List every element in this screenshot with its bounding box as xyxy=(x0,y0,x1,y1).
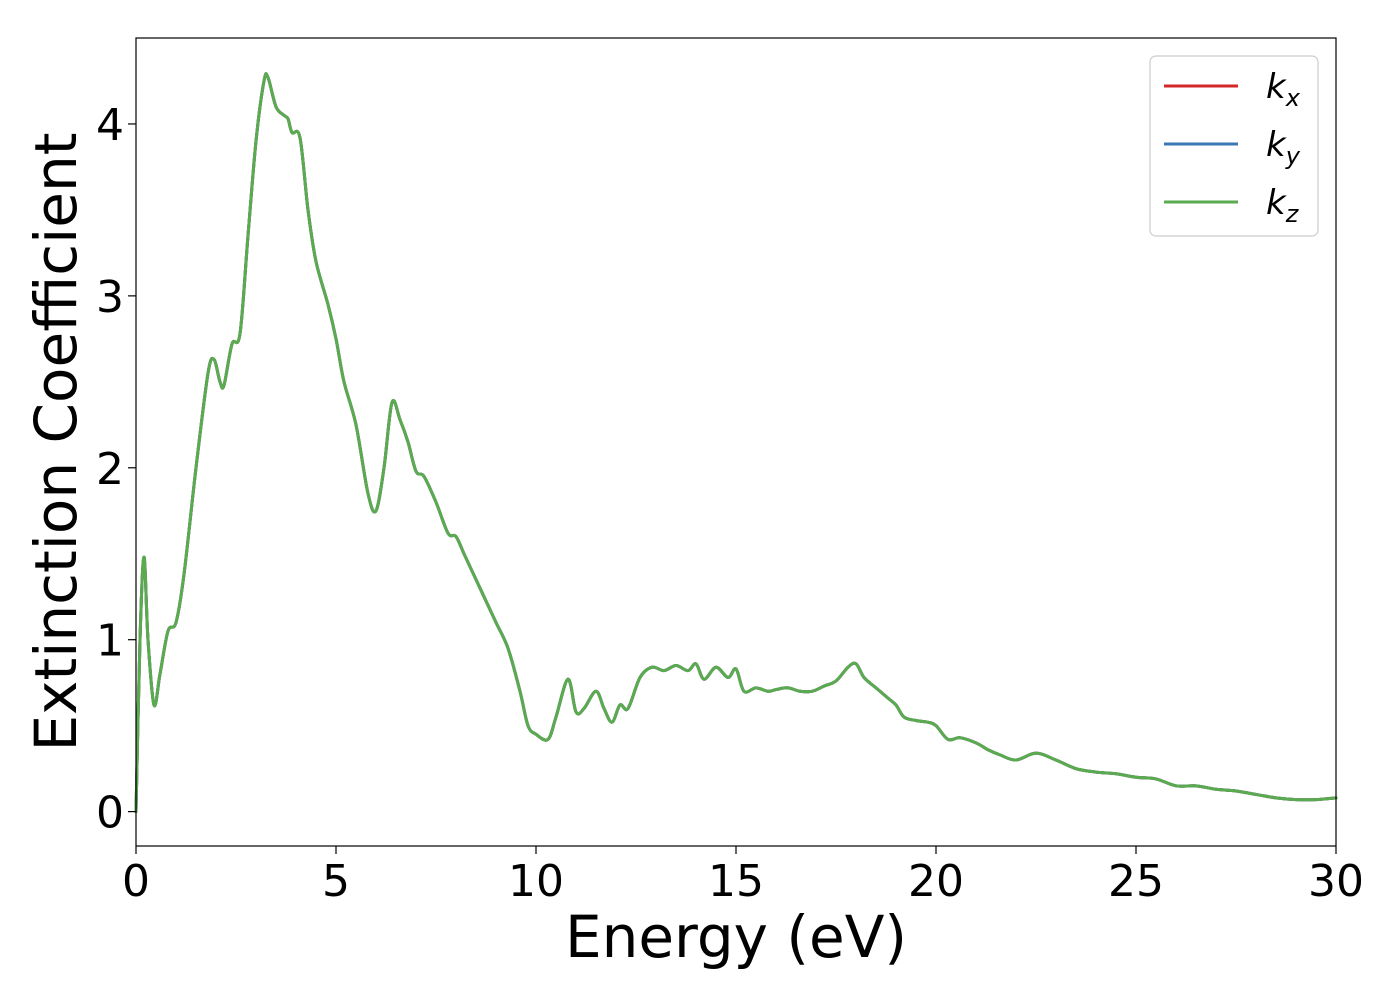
x-tick-label: 20 xyxy=(908,856,964,907)
y-tick-label: 4 xyxy=(96,100,124,151)
x-tick-label: 15 xyxy=(708,856,764,907)
legend-label-kx: kx xyxy=(1266,67,1301,112)
x-tick-label: 30 xyxy=(1308,856,1364,907)
legend: kx ky kz xyxy=(1149,55,1319,237)
legend-box xyxy=(1149,55,1319,237)
series-line-kz xyxy=(134,72,1338,814)
x-axis-ticks: 0 5 10 15 20 25 30 xyxy=(122,846,1364,907)
x-tick-label: 5 xyxy=(322,856,350,907)
x-tick-label: 10 xyxy=(508,856,564,907)
x-axis-title: Energy (eV) xyxy=(565,903,907,971)
plot-background xyxy=(136,38,1336,846)
y-tick-label: 3 xyxy=(96,272,124,323)
legend-label-ky: ky xyxy=(1266,125,1301,170)
y-axis-ticks: 0 1 2 3 4 xyxy=(96,100,136,839)
legend-label-kz: kz xyxy=(1266,183,1300,228)
x-tick-label: 0 xyxy=(122,856,150,907)
series-layer xyxy=(134,72,1338,814)
y-tick-label: 0 xyxy=(96,788,124,839)
legend-items: kx ky kz xyxy=(1164,67,1301,228)
y-axis-title: Extinction Coefficient xyxy=(22,133,90,752)
x-tick-label: 25 xyxy=(1108,856,1164,907)
y-tick-label: 2 xyxy=(96,444,124,495)
y-tick-label: 1 xyxy=(96,616,124,667)
